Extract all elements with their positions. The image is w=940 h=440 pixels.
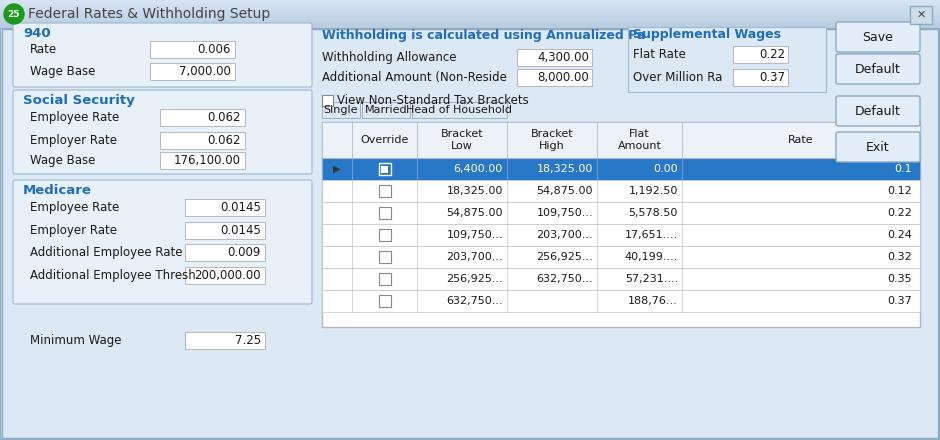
Text: Bracket
High: Bracket High (531, 129, 573, 151)
Bar (0, 7, 940, 8)
Text: Federal Rates & Withholding Setup: Federal Rates & Withholding Setup (28, 7, 271, 21)
FancyBboxPatch shape (185, 267, 265, 284)
Text: 0.009: 0.009 (227, 246, 261, 259)
FancyBboxPatch shape (185, 222, 265, 239)
Text: Save: Save (863, 30, 893, 44)
FancyBboxPatch shape (150, 63, 235, 80)
Text: 0.37: 0.37 (759, 70, 785, 84)
FancyBboxPatch shape (322, 246, 920, 268)
Bar (0, 6, 940, 7)
FancyBboxPatch shape (322, 290, 920, 312)
Bar (0, 28, 940, 29)
Text: 632,750...: 632,750... (537, 274, 593, 284)
FancyBboxPatch shape (733, 69, 788, 86)
Text: 0.22: 0.22 (759, 48, 785, 61)
FancyBboxPatch shape (379, 295, 390, 307)
FancyBboxPatch shape (379, 229, 390, 241)
FancyBboxPatch shape (517, 69, 592, 86)
FancyBboxPatch shape (150, 41, 235, 58)
Bar (0, 3, 940, 4)
Text: Married: Married (365, 105, 407, 115)
FancyBboxPatch shape (322, 268, 920, 290)
Bar (0, 14, 940, 15)
Bar (0, 15, 940, 16)
Text: 109,750...: 109,750... (537, 208, 593, 218)
Text: 25: 25 (8, 10, 21, 18)
FancyBboxPatch shape (185, 244, 265, 261)
Bar (0, 4, 940, 5)
FancyBboxPatch shape (160, 152, 245, 169)
Bar (0, 5, 940, 6)
Bar (0, 12, 940, 13)
FancyBboxPatch shape (733, 46, 788, 63)
Bar (0, 21, 940, 22)
FancyBboxPatch shape (379, 185, 390, 197)
Text: 0.1: 0.1 (894, 164, 912, 174)
Text: 0.006: 0.006 (197, 43, 231, 55)
Bar (0, 23, 940, 24)
FancyBboxPatch shape (379, 163, 390, 175)
Text: Override: Override (360, 135, 409, 145)
Text: Minimum Wage: Minimum Wage (30, 334, 121, 347)
FancyBboxPatch shape (185, 199, 265, 216)
Text: Flat Rate: Flat Rate (633, 48, 686, 61)
Text: Additional Employee Thresh: Additional Employee Thresh (30, 268, 196, 282)
Bar (0, 9, 940, 10)
Bar (0, 22, 940, 23)
Text: ✕: ✕ (916, 10, 926, 20)
Text: 0.0145: 0.0145 (220, 224, 261, 237)
Text: 0.24: 0.24 (887, 230, 912, 240)
Bar (0, 19, 940, 20)
Text: 203,700...: 203,700... (537, 230, 593, 240)
FancyBboxPatch shape (412, 102, 507, 118)
Text: Additional Amount (Non-Reside: Additional Amount (Non-Reside (322, 70, 507, 84)
Text: 54,875.00: 54,875.00 (446, 208, 503, 218)
Circle shape (4, 4, 24, 24)
Bar (0, 17, 940, 18)
Text: 17,651....: 17,651.... (625, 230, 678, 240)
Text: 176,100.00: 176,100.00 (174, 154, 241, 166)
FancyBboxPatch shape (2, 29, 938, 438)
FancyBboxPatch shape (13, 180, 312, 304)
Bar (0, 26, 940, 27)
Text: 940: 940 (23, 26, 51, 40)
FancyBboxPatch shape (322, 122, 920, 158)
FancyBboxPatch shape (836, 22, 920, 52)
Bar (0, 25, 940, 26)
Text: Employer Rate: Employer Rate (30, 224, 117, 237)
FancyBboxPatch shape (322, 102, 360, 118)
Text: View Non-Standard Tax Brackets: View Non-Standard Tax Brackets (337, 94, 528, 106)
Text: 0.062: 0.062 (208, 133, 241, 147)
Bar (0, 0, 940, 1)
Text: 40,199....: 40,199.... (624, 252, 678, 262)
Text: 0.22: 0.22 (887, 208, 912, 218)
Text: Wage Base: Wage Base (30, 65, 95, 77)
Text: 203,700...: 203,700... (446, 252, 503, 262)
Text: 4,300.00: 4,300.00 (537, 51, 589, 63)
FancyBboxPatch shape (836, 132, 920, 162)
FancyBboxPatch shape (13, 23, 312, 87)
Text: 0.0145: 0.0145 (220, 201, 261, 213)
Bar (0, 2, 940, 3)
Text: Withholding Allowance: Withholding Allowance (322, 51, 457, 63)
FancyBboxPatch shape (322, 224, 920, 246)
Text: 0.00: 0.00 (653, 164, 678, 174)
Bar (0, 10, 940, 11)
Text: 57,231....: 57,231.... (625, 274, 678, 284)
Bar (0, 24, 940, 25)
Text: Single: Single (323, 105, 358, 115)
Text: 0.062: 0.062 (208, 110, 241, 124)
Text: Additional Employee Rate: Additional Employee Rate (30, 246, 182, 259)
Text: 188,76...: 188,76... (628, 296, 678, 306)
Text: Supplemental Wages: Supplemental Wages (633, 27, 781, 40)
Text: 7,000.00: 7,000.00 (180, 65, 231, 77)
Bar (0, 18, 940, 19)
Text: Wage Base: Wage Base (30, 154, 95, 166)
FancyBboxPatch shape (322, 158, 920, 180)
Bar (0, 11, 940, 12)
FancyBboxPatch shape (160, 109, 245, 126)
Text: 18,325.00: 18,325.00 (537, 164, 593, 174)
Text: Flat
Amount: Flat Amount (618, 129, 662, 151)
Text: Default: Default (855, 62, 901, 76)
